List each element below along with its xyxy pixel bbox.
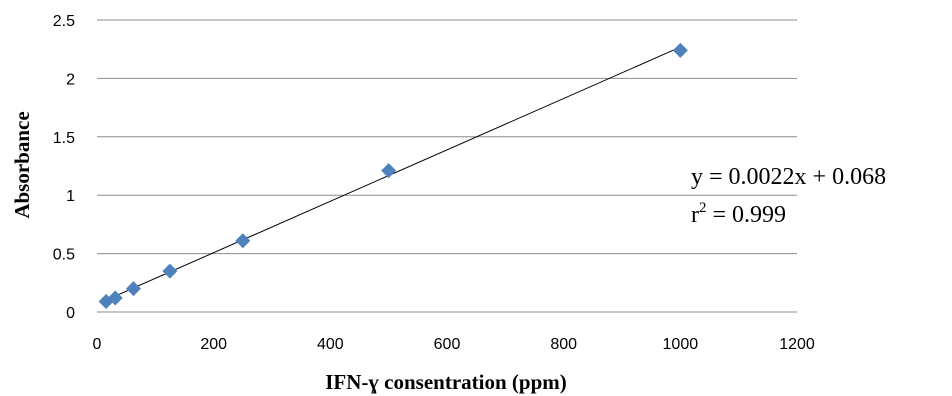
y-tick-label: 0: [66, 305, 75, 322]
r-squared-exponent: 2: [699, 200, 707, 216]
x-tick-label: 1000: [663, 336, 699, 353]
x-axis-title: IFN-ɣ consentration (ppm): [325, 370, 567, 394]
data-point: [107, 290, 123, 306]
data-point: [162, 263, 178, 279]
r-squared-annotation: r2 = 0.999: [691, 200, 786, 228]
data-point: [672, 42, 688, 58]
x-tick-label: 600: [434, 336, 461, 353]
gridlines: [97, 19, 797, 313]
y-tick-label: 1: [66, 188, 75, 205]
regression-equation: y = 0.0022x + 0.068: [691, 164, 886, 190]
x-tick-label: 0: [93, 336, 102, 353]
y-tick-label: 1.5: [53, 130, 75, 147]
y-axis-title: Absorbance: [10, 111, 34, 218]
x-tick-label: 1200: [779, 336, 815, 353]
y-tick-labels: 0 0.5 1 1.5 2 2.5: [53, 13, 75, 322]
x-tick-label: 400: [317, 336, 344, 353]
y-tick-label: 0.5: [53, 247, 75, 264]
y-tick-label: 2: [66, 71, 75, 88]
data-point: [381, 163, 397, 179]
y-tick-label: 2.5: [53, 13, 75, 30]
r-squared-value: = 0.999: [707, 202, 787, 228]
x-tick-label: 200: [200, 336, 227, 353]
data-points: [98, 42, 688, 309]
x-tick-labels: 0 200 400 600 800 1000 1200: [93, 336, 815, 353]
r-squared-symbol: r: [691, 202, 699, 228]
data-point: [125, 281, 141, 297]
x-tick-label: 800: [550, 336, 577, 353]
data-point: [235, 233, 251, 249]
